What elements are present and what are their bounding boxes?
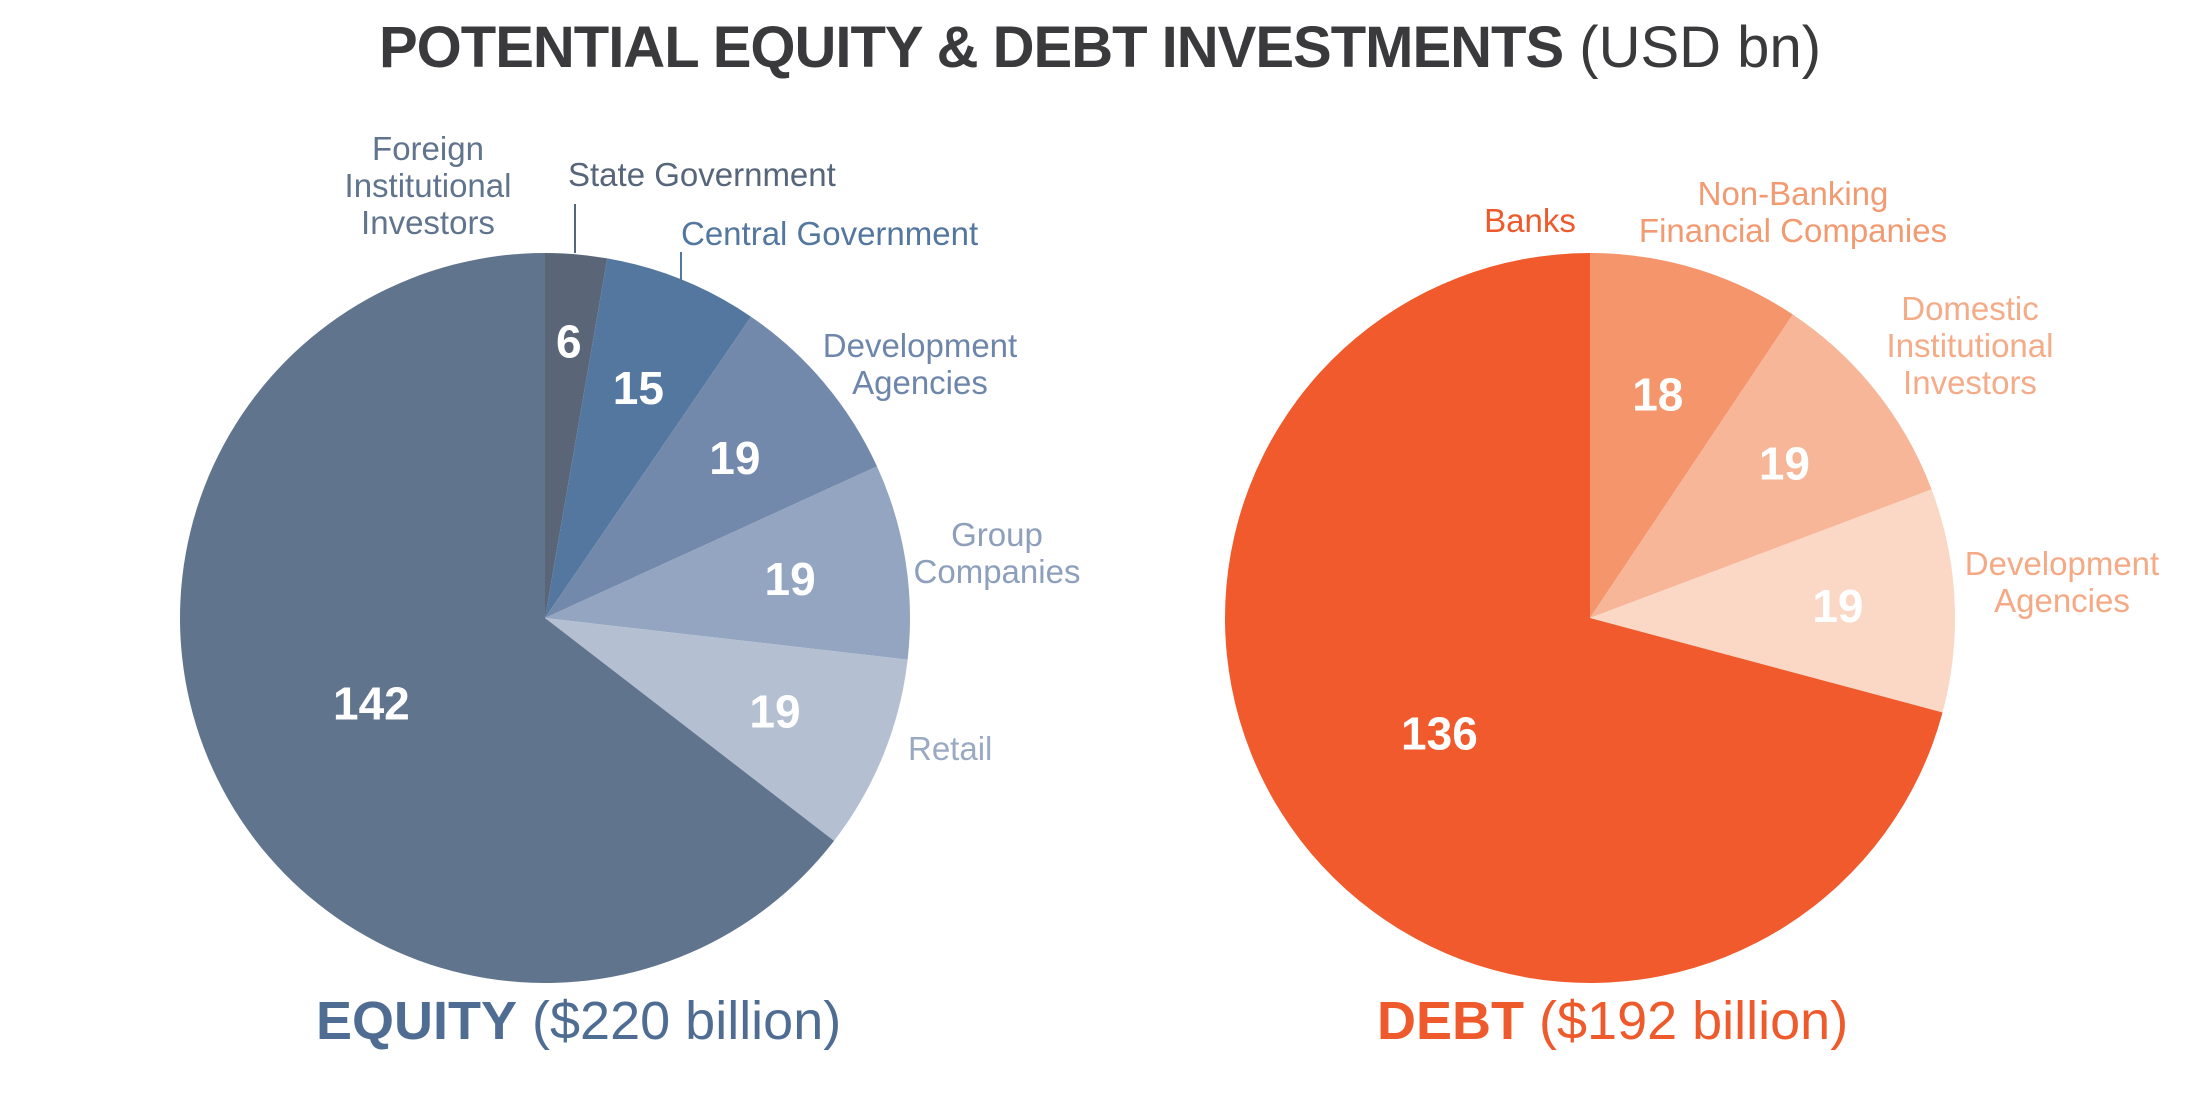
debt-label-non-banking-financial-companies: Non-Banking Financial Companies [1639,175,1947,249]
debt-label-development-agencies: Development Agencies [1965,545,2159,619]
debt-slice-domestic-institutional-investors [1590,314,1932,618]
equity-slice-development-agencies [545,316,878,618]
debt-value-domestic-institutional-investors: 19 [1759,438,1810,490]
debt-value-non-banking-financial-companies: 18 [1632,368,1683,420]
equity-slice-central-government [545,258,752,618]
equity-value-group-companies: 19 [765,553,816,605]
equity-caption-main: EQUITY [316,991,518,1051]
debt-value-development-agencies: 19 [1812,580,1863,632]
equity-value-retail: 19 [749,685,800,737]
debt-slice-banks [1225,253,1943,983]
equity-caption: EQUITY ($220 billion) [316,990,841,1052]
debt-label-domestic-institutional-investors: Domestic Institutional Investors [1887,290,2054,401]
debt-slice-development-agencies [1590,489,1955,713]
chart-title: POTENTIAL EQUITY & DEBT INVESTMENTS (USD… [0,14,2200,81]
equity-slice-retail [545,618,908,841]
equity-value-foreign-institutional-investors: 142 [333,677,410,729]
equity-label-central-government: Central Government [681,215,978,252]
chart-title-main: POTENTIAL EQUITY & DEBT INVESTMENTS [378,15,1564,80]
debt-value-banks: 136 [1401,708,1478,760]
equity-label-development-agencies: Development Agencies [823,327,1017,401]
chart-title-unit: (USD bn) [1579,15,1822,80]
equity-value-state-government: 6 [556,316,582,368]
equity-label-retail: Retail [908,730,992,767]
debt-label-banks: Banks [1484,202,1576,239]
equity-slice-foreign-institutional-investors [180,253,835,983]
equity-value-development-agencies: 19 [709,432,760,484]
equity-value-central-government: 15 [613,362,664,414]
debt-caption-total: ($192 billion) [1539,991,1849,1051]
equity-slice-state-government [545,253,608,618]
equity-slice-group-companies [545,466,911,660]
debt-caption: DEBT ($192 billion) [1377,990,1848,1052]
equity-label-foreign-institutional-investors: Foreign Institutional Investors [345,130,512,241]
debt-caption-main: DEBT [1377,991,1524,1051]
debt-slice-non-banking-financial-companies [1590,253,1793,618]
equity-label-state-government: State Government [568,156,836,193]
equity-label-group-companies: Group Companies [914,516,1081,590]
equity-caption-total: ($220 billion) [532,991,842,1051]
